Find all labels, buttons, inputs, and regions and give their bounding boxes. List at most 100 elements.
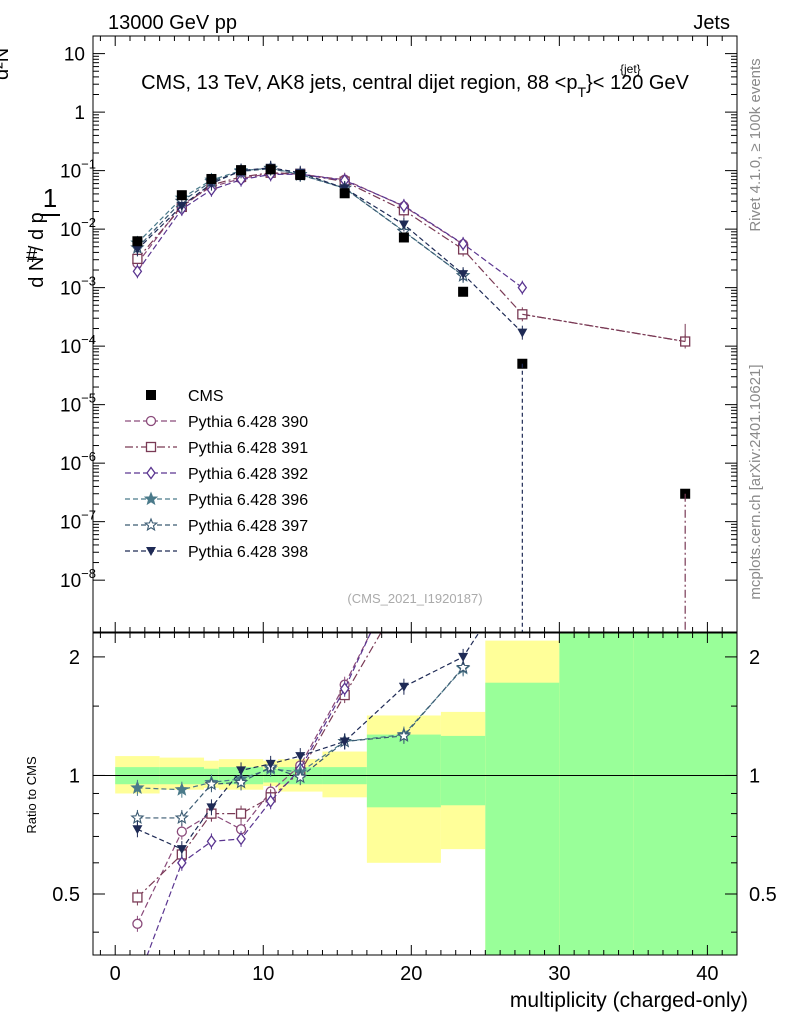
- y-tick-exponent: −4: [81, 332, 96, 347]
- ratio-series-point: [459, 451, 468, 460]
- series-point: [517, 328, 528, 338]
- ratio-tick-label-right: 1: [749, 765, 760, 787]
- ratio-tick-label: 1: [69, 765, 80, 787]
- x-tick-label: 40: [696, 963, 718, 985]
- series-line: [136, 172, 686, 343]
- ratio-tick-label-right: 2: [749, 647, 760, 669]
- ratio-y-axis-label: Ratio to CMS: [24, 756, 39, 834]
- ratio-series-point: [459, 447, 467, 458]
- stat-unc-band: [559, 633, 634, 955]
- cms-data-point: [398, 232, 409, 243]
- cms-data-point: [176, 190, 187, 201]
- legend-label: Pythia 6.428 398: [188, 544, 308, 561]
- stat-unc-band: [633, 633, 737, 955]
- legend-marker: [146, 390, 156, 400]
- cms-data-point: [339, 188, 350, 199]
- ratio-tick-label: 0.5: [52, 884, 80, 906]
- ratio-series-point: [176, 845, 187, 855]
- y-tick-exponent: −1: [81, 157, 96, 172]
- main-y-axis-label: 1 # d N / d p d²N: [0, 48, 60, 288]
- series-line-tail: [522, 313, 686, 343]
- legend-marker: [143, 517, 159, 532]
- chart-title: CMS, 13 TeV, AK8 jets, central dijet reg…: [141, 72, 689, 100]
- stat-unc-band: [485, 682, 560, 955]
- ratio-series-point: [398, 682, 409, 692]
- ratio-series-point: [399, 562, 408, 571]
- ratio-series-point: [132, 892, 143, 903]
- legend-label: Pythia 6.428 397: [188, 518, 308, 535]
- ylabel-d2n: d²N: [0, 48, 13, 80]
- y-tick-label: 10: [64, 45, 85, 66]
- x-axis-label: multiplicity (charged-only): [510, 989, 748, 1012]
- stat-unc-band: [366, 734, 441, 808]
- ratio-tick-label-right: 0.5: [749, 884, 777, 906]
- y-tick-label: 10−1: [60, 157, 96, 183]
- legend-marker: [146, 466, 156, 480]
- main-plot-series: [130, 160, 691, 632]
- cms-data-point: [458, 286, 469, 297]
- y-tick-exponent: −3: [81, 274, 96, 289]
- ratio-series-point: [396, 728, 412, 743]
- cms-data-point: [265, 164, 276, 175]
- ratio-series-point: [458, 652, 469, 662]
- ratio-series-point: [236, 832, 246, 846]
- y-tick-exponent: −6: [81, 449, 96, 464]
- series-line: [136, 168, 464, 277]
- x-tick-label: 20: [400, 963, 422, 985]
- ratio-series-point: [295, 752, 306, 762]
- series-point: [176, 201, 187, 211]
- stat-unc-band: [440, 735, 486, 806]
- chart-title-tail: }< 120 GeV: [586, 72, 690, 94]
- ratio-series-line: [146, 633, 372, 955]
- series-point: [398, 220, 409, 230]
- legend-label: Pythia 6.428 392: [188, 466, 308, 483]
- series-point: [236, 173, 246, 187]
- mcplots-label: mcplots.cern.ch [arXiv:2401.10621]: [747, 364, 764, 599]
- series-point: [132, 264, 143, 278]
- ratio-series-point: [455, 659, 471, 674]
- ratio-plot-frame: [92, 632, 738, 956]
- y-tick-label: 10−5: [60, 391, 96, 417]
- rivet-version-label: Rivet 4.1.0, ≥ 100k events: [747, 58, 764, 231]
- header-left: 13000 GeV pp: [108, 12, 237, 34]
- ratio-series-point: [265, 794, 276, 808]
- ylabel-hash: #: [26, 245, 38, 267]
- ratio-series-line: [137, 633, 480, 850]
- x-tick-label: 30: [548, 963, 570, 985]
- y-tick-label: 10−8: [60, 566, 96, 592]
- y-tick-label: 10−2: [60, 215, 96, 241]
- ratio-series-point: [130, 780, 145, 794]
- ratio-plot-series: [130, 447, 480, 955]
- chart-title-sup: {jet}: [620, 62, 641, 76]
- ratio-series-point: [206, 803, 217, 813]
- ratio-series-point: [233, 774, 249, 789]
- y-tick-label: 1: [74, 103, 85, 124]
- y-tick-label: 10−7: [60, 508, 96, 534]
- ratio-tick-label: 2: [69, 647, 80, 669]
- legend-marker: [145, 415, 157, 427]
- series-point: [458, 270, 469, 280]
- legend-label: Pythia 6.428 396: [188, 492, 308, 509]
- ratio-series-point: [459, 486, 468, 495]
- ratio-series-point: [176, 826, 187, 837]
- x-tick-label: 10: [252, 963, 274, 985]
- ratio-series-point: [400, 556, 408, 567]
- series-point: [132, 245, 143, 255]
- series-line: [136, 167, 523, 334]
- cms-data-point: [132, 236, 143, 247]
- legend-marker: [143, 491, 159, 506]
- series-line: [136, 167, 464, 277]
- ratio-series-point: [293, 769, 308, 784]
- y-tick-exponent: −8: [81, 566, 96, 581]
- series-point: [458, 237, 468, 251]
- cms-data-point: [206, 173, 217, 184]
- series-line: [136, 172, 464, 264]
- ratio-series-point: [206, 834, 217, 849]
- ratio-series-point: [235, 808, 247, 819]
- chart-title-sub: T: [577, 84, 586, 100]
- legend-marker: [145, 441, 157, 453]
- legend-label: CMS: [188, 388, 224, 405]
- series-line: [136, 173, 523, 289]
- ratio-series-point: [132, 825, 143, 835]
